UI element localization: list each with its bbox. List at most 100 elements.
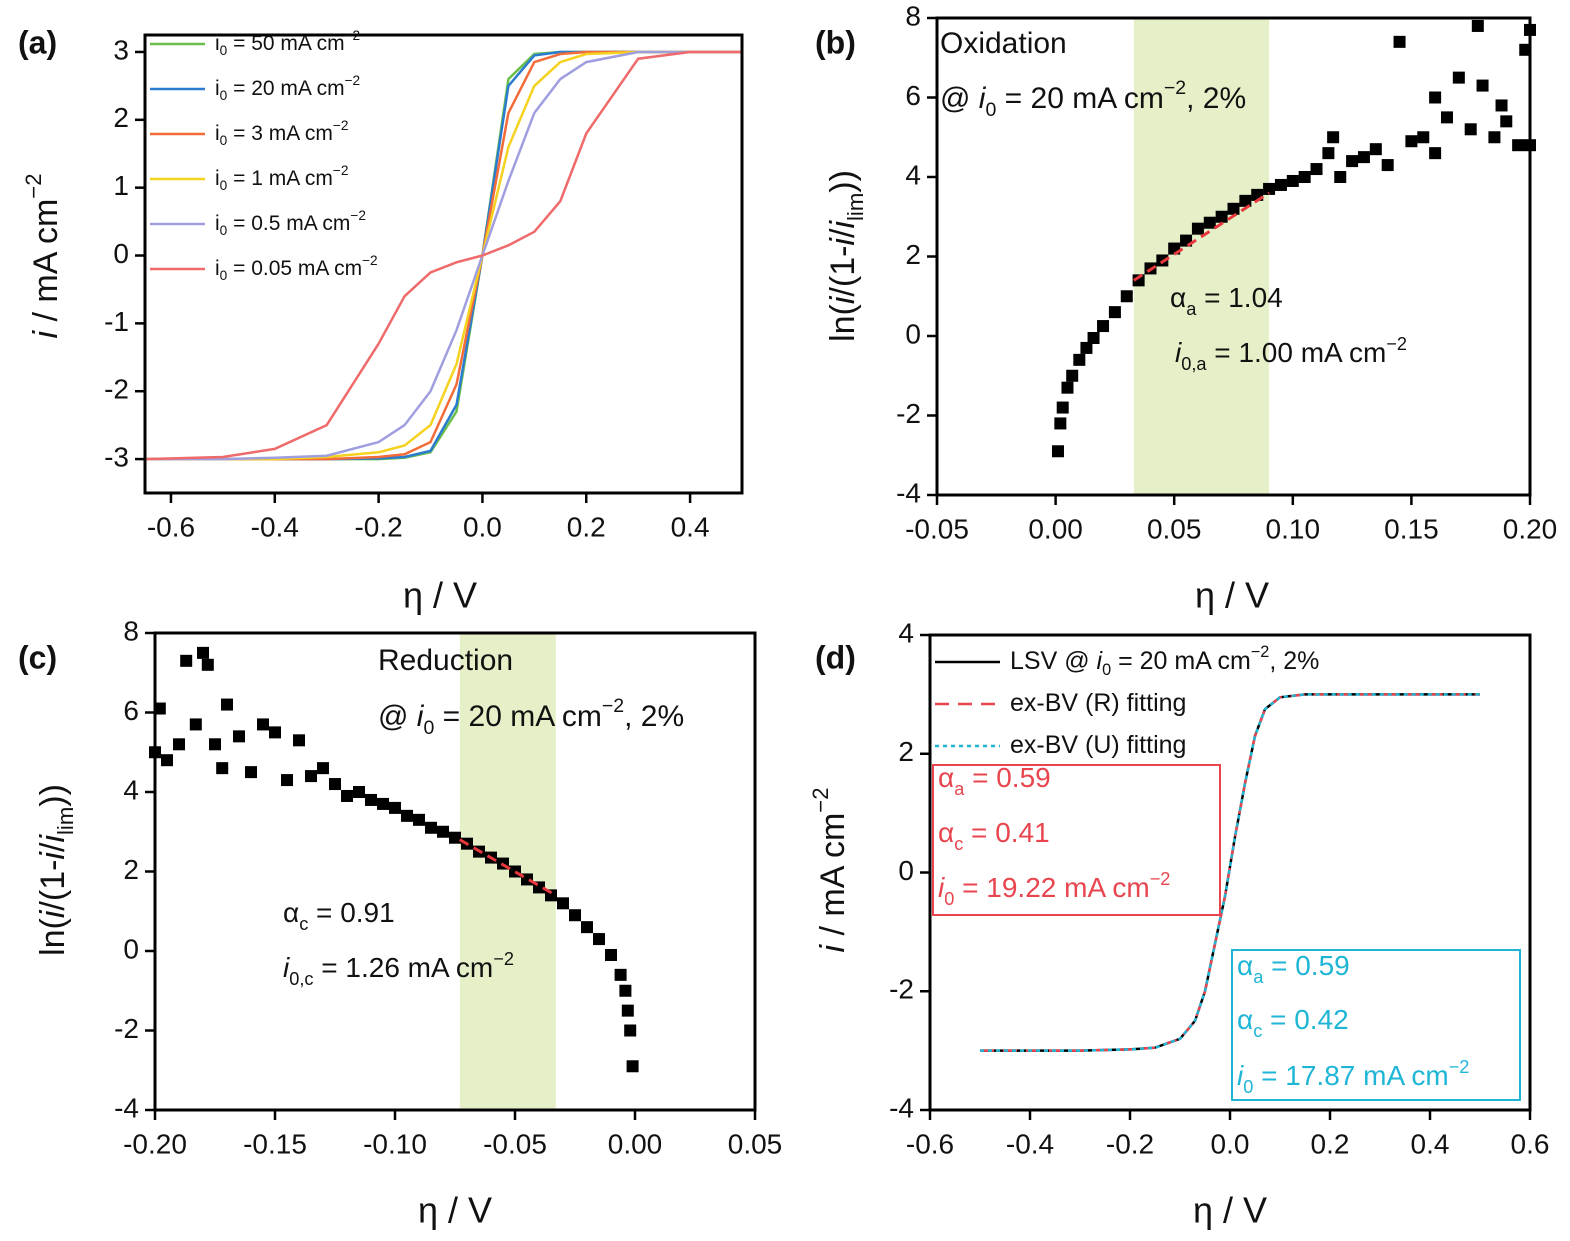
highlight-band <box>459 633 556 1110</box>
text-run: α <box>1170 282 1186 313</box>
data-point <box>624 1024 637 1037</box>
data-point <box>1274 178 1287 191</box>
series-line <box>145 50 742 461</box>
text-run: = 0.5 mA cm <box>227 212 350 235</box>
text-run: = 20 mA cm <box>227 77 344 100</box>
parameter-text: αa = 0.59 <box>1237 950 1350 986</box>
data-point <box>1488 131 1501 144</box>
legend-label: i0 = 0.05 mA cm−2 <box>215 253 378 283</box>
text-run: = 20 mA cm <box>1111 647 1251 675</box>
series-line <box>145 50 742 461</box>
text-run: 0 <box>985 99 996 121</box>
x-tick-label: 0.0 <box>1211 1128 1250 1159</box>
data-point <box>317 762 329 775</box>
y-tick-label: 4 <box>898 617 914 648</box>
text-run: −2 <box>1251 643 1270 661</box>
y-tick-label: 0 <box>898 855 914 886</box>
data-point <box>1097 320 1110 333</box>
text-run: i <box>1175 337 1182 368</box>
legend-label: ex-BV (U) fitting <box>1010 731 1186 759</box>
panel-label: (b) <box>815 24 856 60</box>
text-run: i <box>824 295 862 304</box>
text-run: = 0.05 mA cm <box>227 257 362 280</box>
text-run: = 0.59 <box>964 762 1050 793</box>
text-run: = 50 mA cm <box>227 32 344 55</box>
text-run: i <box>34 909 72 918</box>
text-run: 0 <box>220 43 228 58</box>
data-point <box>1203 216 1216 229</box>
text-run: −2 <box>345 73 361 88</box>
text-run: a <box>954 779 965 799</box>
data-point <box>1227 202 1240 215</box>
panel-label: (d) <box>815 639 856 675</box>
y-tick-label: 2 <box>113 102 129 133</box>
y-tick-label: 0 <box>113 238 129 269</box>
text-run: 0 <box>220 178 228 193</box>
y-tick-label: -1 <box>104 306 129 337</box>
text-run: , 2% <box>1269 647 1319 675</box>
series-line <box>145 50 742 461</box>
data-point <box>569 909 581 922</box>
text-run: = 20 mA cm <box>996 82 1164 115</box>
text-run: α <box>938 817 954 848</box>
y-tick-label: 0 <box>123 933 139 964</box>
text-run: −2 <box>21 174 46 199</box>
text-run: i <box>215 257 220 280</box>
text-run: LSV @ <box>1010 647 1097 675</box>
x-tick-label: 0.10 <box>1266 513 1321 544</box>
data-point <box>257 718 269 731</box>
x-tick-label: 0.00 <box>1028 513 1083 544</box>
y-tick-label: 8 <box>123 615 139 646</box>
text-run: /(1- <box>34 860 72 911</box>
text-run: i <box>215 167 220 190</box>
text-run: = 0.91 <box>308 897 394 928</box>
data-point <box>1066 369 1079 382</box>
text-run: = 0.59 <box>1263 950 1349 981</box>
legend-label: i0 = 3 mA cm−2 <box>215 118 348 148</box>
data-point <box>216 762 229 775</box>
data-point <box>557 897 569 910</box>
x-tick-label: -0.05 <box>483 1128 547 1159</box>
text-run: −2 <box>345 28 361 43</box>
data-point <box>1429 91 1442 104</box>
data-point <box>293 734 305 747</box>
data-point <box>593 933 605 946</box>
legend-label: ex-BV (R) fitting <box>1010 689 1186 717</box>
data-point <box>1495 99 1508 112</box>
y-tick-label: -2 <box>896 398 921 429</box>
text-run: c <box>299 914 308 934</box>
data-point <box>605 948 617 961</box>
series-line <box>144 50 742 461</box>
text-run: 0 <box>944 889 954 909</box>
text-run: / <box>824 228 862 238</box>
plot-frame <box>935 16 1532 497</box>
data-point <box>1369 143 1382 156</box>
text-run: lim <box>53 807 78 835</box>
text-run: 0 <box>423 717 434 739</box>
data-point <box>1108 306 1121 319</box>
annotation: @ i0 = 20 mA cm−2, 2% <box>940 77 1246 121</box>
data-point <box>1417 131 1430 144</box>
data-point <box>161 754 173 767</box>
data-point <box>1512 139 1525 152</box>
text-run: 0,c <box>289 969 313 989</box>
text-run: i <box>979 82 987 115</box>
data-point <box>621 1004 634 1017</box>
text-run: Reduction <box>378 644 513 677</box>
x-axis-label: η / V <box>418 1190 492 1231</box>
x-tick-label: -0.6 <box>906 1128 954 1159</box>
data-point <box>1073 353 1086 366</box>
data-point <box>197 646 209 659</box>
text-run: i <box>215 77 220 100</box>
data-point <box>1215 210 1228 223</box>
y-tick-label: -3 <box>104 441 129 472</box>
text-run: c <box>1253 1021 1262 1041</box>
text-run: = 1 mA cm <box>227 167 333 190</box>
plot-frame <box>143 33 744 495</box>
y-tick-label: -2 <box>889 974 914 1005</box>
panel-label: (c) <box>18 639 57 675</box>
data-point <box>1393 35 1406 48</box>
text-run: , 2% <box>1186 82 1246 115</box>
data-point <box>1405 135 1418 148</box>
data-point <box>614 968 627 981</box>
